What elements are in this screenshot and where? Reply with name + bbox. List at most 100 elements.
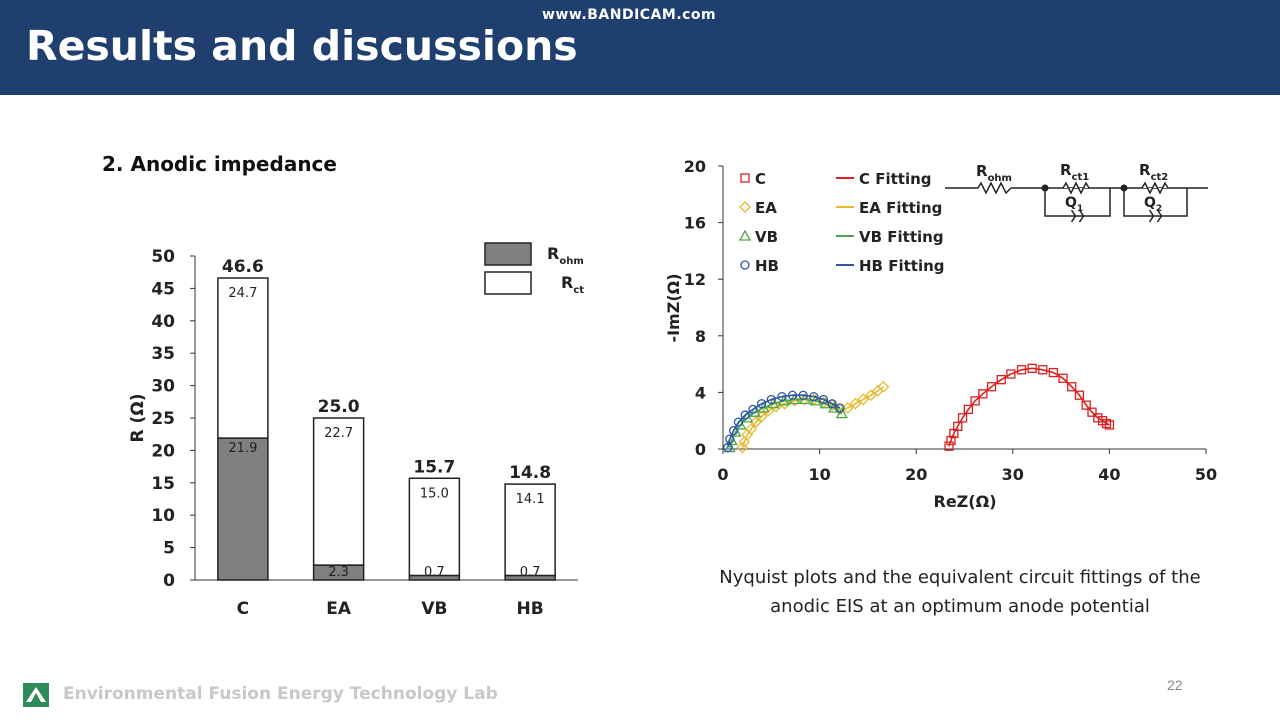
data-point-C [996, 375, 1006, 385]
data-point-C [1038, 365, 1048, 375]
fit-line-HB [727, 394, 841, 448]
equivalent-circuit-diagram: Rohm Rct1 Rct2 Q1 Q2 [945, 161, 1208, 223]
nyq-x-tick-label: 20 [905, 465, 927, 484]
legend-marker-HB [740, 260, 750, 270]
data-point-VB [748, 405, 761, 417]
data-point-VB [835, 407, 848, 419]
circuit-label-rct2: Rct2 [1139, 161, 1168, 183]
value-label-rohm-C: 21.9 [228, 441, 257, 456]
data-point-HB [777, 391, 787, 402]
nyq-y-tick-label: 20 [684, 157, 706, 176]
data-point-C [1067, 382, 1077, 392]
data-point-C [1006, 369, 1016, 379]
data-point-EA [849, 397, 862, 410]
nyq-x-tick-label: 30 [1002, 465, 1024, 484]
title-bar [0, 0, 1280, 95]
data-point-C [986, 382, 997, 392]
recorder-watermark: www.BANDICAM.com [542, 7, 717, 23]
data-point-VB [741, 411, 754, 423]
legend-label-C: C [755, 170, 766, 188]
circuit-resistor-rct1 [1062, 181, 1090, 195]
data-point-C [963, 404, 974, 415]
section-title: 2. Anodic impedance [102, 152, 337, 176]
circuit-parallel-branch [1123, 188, 1188, 217]
y-tick-label: 35 [151, 344, 175, 364]
bar-rct-VB [408, 477, 461, 577]
value-label-rct-C: 24.7 [228, 286, 257, 301]
total-label-VB: 15.7 [413, 457, 455, 477]
page-number: 22 [1167, 677, 1183, 693]
y-tick-label: 45 [151, 279, 175, 299]
circuit-label-rct1: Rct1 [1060, 161, 1089, 183]
bar-rct-C [217, 277, 269, 439]
total-label-EA: 25.0 [318, 397, 360, 417]
legend-label-HB: HB [755, 257, 779, 275]
data-point-HB [723, 442, 733, 453]
y-tick-label: 0 [163, 571, 175, 591]
value-label-rohm-EA: 2.3 [328, 565, 349, 580]
data-point-C [957, 413, 968, 423]
data-point-HB [725, 434, 735, 444]
nyq-y-tick-label: 12 [684, 270, 706, 289]
circuit-label-q2: Q2 [1144, 195, 1162, 214]
stacked-bar-chart: 0 5 10 15 20 25 30 35 40 45 50 R (Ω) 21.9 24.7 46.6 C 2.… [128, 242, 584, 619]
y-axis-label: R (Ω) [128, 394, 148, 443]
nyq-y-tick-label: 8 [695, 327, 706, 346]
y-tick-label: 10 [151, 506, 175, 526]
data-point-EA [841, 402, 854, 414]
legend-swatch-rct [484, 271, 532, 295]
fit-line-C [948, 367, 1110, 447]
value-label-rohm-VB: 0.7 [424, 565, 445, 580]
legend-marker-C [740, 173, 750, 183]
y-tick-label: 20 [151, 441, 175, 461]
data-point-EA [749, 416, 762, 429]
data-point-EA [762, 404, 775, 417]
data-point-HB [740, 410, 750, 420]
bar-rohm-C [217, 437, 269, 581]
data-point-C [1101, 418, 1112, 429]
data-point-EA [864, 389, 877, 402]
data-point-C [953, 421, 963, 432]
circuit-cpe-q1 [1078, 209, 1085, 223]
data-point-HB [733, 417, 744, 427]
data-point-HB [728, 425, 739, 436]
nyq-x-tick-label: 50 [1195, 465, 1217, 484]
circuit-label-q1: Q1 [1065, 195, 1083, 214]
data-point-EA [755, 410, 768, 423]
caption-line-2: anodic EIS at an optimum anode potential [770, 596, 1150, 617]
legend-fit-label-EA: EA Fitting [859, 199, 942, 217]
data-point-HB [835, 403, 845, 413]
data-point-C [978, 389, 988, 399]
circuit-label-rohm: Rohm [976, 162, 1012, 184]
legend-marker-EA [739, 201, 751, 213]
data-point-HB [748, 404, 758, 415]
circuit-cpe-q1 [1070, 209, 1077, 223]
nyq-y-tick-label: 4 [695, 383, 706, 402]
total-label-C: 46.6 [222, 257, 264, 277]
legend-label-EA: EA [755, 199, 777, 217]
data-point-C [1074, 390, 1085, 400]
data-point-HB [818, 394, 829, 405]
legend-label-VB: VB [755, 228, 778, 246]
data-point-C [1087, 407, 1097, 417]
data-point-HB [827, 399, 837, 409]
legend-swatch-rohm [484, 242, 532, 266]
nyq-y-axis-label: -ImZ(Ω) [664, 273, 683, 342]
value-label-rct-EA: 22.7 [324, 426, 353, 441]
value-label-rohm-HB: 0.7 [520, 565, 541, 580]
data-point-C [970, 396, 980, 406]
nyq-y-tick-label: 0 [695, 440, 706, 459]
data-point-EA [857, 393, 869, 406]
nyq-y-tick-label: 16 [684, 214, 706, 233]
data-point-C [1081, 400, 1091, 410]
x-tick-label-EA: EA [326, 599, 352, 619]
legend-label-rct: Rct [561, 273, 584, 296]
bar-rct-EA [312, 417, 365, 566]
nyq-x-tick-label: 10 [808, 465, 830, 484]
data-point-HB [798, 390, 808, 400]
circuit-cpe-q2 [1148, 209, 1155, 223]
slide-title: Results and discussions [26, 22, 578, 70]
caption-line-1: Nyquist plots and the equivalent circuit… [719, 567, 1201, 588]
circuit-resistor-rohm [977, 181, 1012, 195]
x-tick-label-C: C [237, 599, 249, 619]
